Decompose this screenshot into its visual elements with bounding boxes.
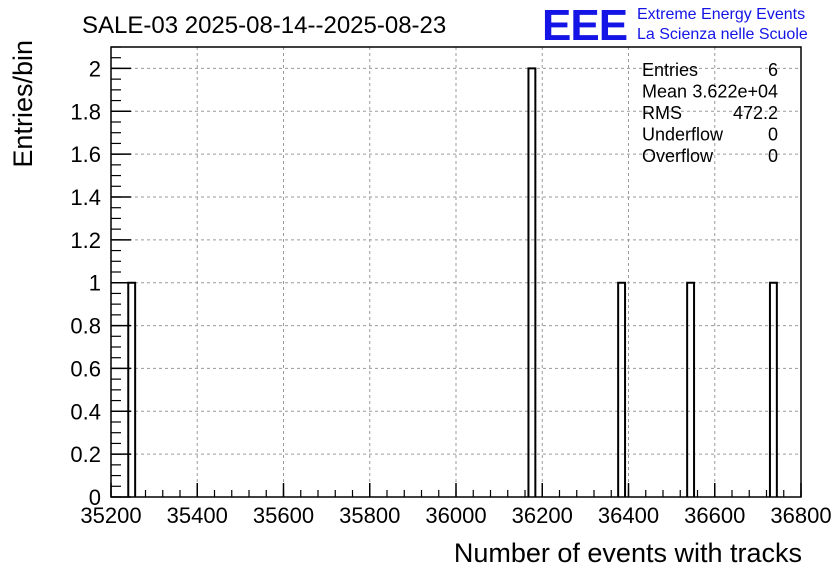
histogram-bar [686, 281, 696, 497]
y-tick-label: 1.8 [70, 99, 101, 124]
stats-box: Entries 6 Mean 3.622e+04 RMS 472.2 Underflow 0 O… [642, 60, 778, 166]
x-tick-label: 35600 [253, 503, 314, 528]
axis-ticks [110, 46, 802, 498]
logo-line-1: Extreme Energy Events [637, 6, 805, 23]
stats-value: 6 [768, 60, 778, 80]
x-axis-title: Number of events with tracks [454, 538, 802, 568]
y-tick-label: 2 [89, 56, 101, 81]
y-axis-title: Entries/bin [8, 40, 38, 168]
histogram-bar [127, 281, 137, 497]
histogram-bars [127, 67, 778, 497]
eee-logo: EEE Extreme Energy Events La Scienza nel… [542, 1, 808, 50]
x-tick-label: 35400 [167, 503, 228, 528]
stats-value: 0 [768, 146, 778, 166]
stats-label: RMS [642, 103, 682, 123]
histogram-bar [617, 281, 627, 497]
x-tick-label: 36600 [684, 503, 745, 528]
y-tick-label: 0.6 [70, 356, 101, 381]
x-tick-label: 36400 [598, 503, 659, 528]
y-tick-label: 1.2 [70, 228, 101, 253]
x-tick-label: 35800 [339, 503, 400, 528]
histogram-bar [768, 281, 778, 497]
x-tick-labels: 35200 35400 35600 35800 36000 36200 36400 36600… [80, 503, 831, 528]
logo-line-2: La Scienza nelle Scuole [637, 26, 808, 43]
y-tick-label: 1 [89, 271, 101, 296]
stats-label: Overflow [642, 146, 714, 166]
y-tick-label: 0.2 [70, 442, 101, 467]
y-tick-label: 0.4 [70, 399, 101, 424]
y-tick-label: 1.6 [70, 142, 101, 167]
stats-label: Underflow [642, 125, 724, 145]
histogram-bar [527, 67, 537, 497]
stats-value: 0 [768, 125, 778, 145]
stats-value: 3.622e+04 [692, 82, 778, 102]
y-tick-label: 1.4 [70, 185, 101, 210]
y-tick-labels: 0 0.2 0.4 0.6 0.8 1 1.2 1.4 1.6 1.8 2 [70, 56, 101, 510]
grid-lines [111, 47, 801, 497]
y-tick-label: 0.8 [70, 314, 101, 339]
chart-title: SALE-03 2025-08-14--2025-08-23 [82, 12, 446, 39]
x-tick-label: 36800 [770, 503, 831, 528]
stats-label: Entries [642, 60, 698, 80]
logo-mark: EEE [542, 1, 627, 50]
y-tick-label: 0 [89, 485, 101, 510]
stats-label: Mean [642, 82, 687, 102]
x-tick-label: 35200 [80, 503, 141, 528]
x-tick-label: 36200 [512, 503, 573, 528]
x-tick-label: 36000 [425, 503, 486, 528]
stats-value: 472.2 [733, 103, 778, 123]
